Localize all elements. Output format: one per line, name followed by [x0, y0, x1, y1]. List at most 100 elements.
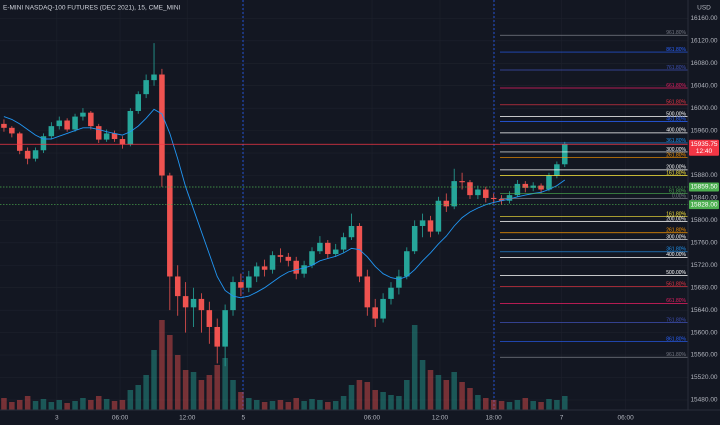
- candle-body: [498, 199, 505, 201]
- volume-bar: [72, 401, 78, 410]
- volume-bar: [238, 392, 244, 410]
- volume-bar: [127, 390, 134, 410]
- volume-bar: [498, 401, 505, 410]
- y-tick-label: 15840.00: [690, 195, 717, 202]
- y-tick-label: 16160.00: [690, 15, 717, 22]
- volume-bar: [562, 396, 568, 410]
- fib-label: 161.80%: [666, 170, 686, 176]
- candle-body: [246, 276, 252, 288]
- volume-bar: [411, 325, 418, 410]
- fib-label: 200.00%: [666, 165, 686, 171]
- volume-bar: [48, 402, 55, 410]
- candle-body: [159, 74, 165, 176]
- candle-body: [111, 133, 118, 140]
- volume-bar: [167, 335, 173, 410]
- price-tag-countdown: 12:40: [696, 148, 713, 155]
- x-tick-label: 18:00: [486, 415, 503, 422]
- fib-label: 761.80%: [666, 65, 686, 71]
- volume-bar: [475, 395, 481, 410]
- fib-label: 661.80%: [666, 83, 686, 89]
- fib-label: 661.80%: [666, 298, 686, 304]
- price-tag-label: 15859.50: [690, 184, 717, 191]
- volume-bar: [538, 402, 544, 410]
- candle-body: [340, 237, 347, 250]
- candle-body: [206, 310, 213, 327]
- fib-label: 261.80%: [666, 228, 686, 234]
- y-tick-label: 15800.00: [690, 217, 717, 224]
- volume-bar: [372, 390, 378, 410]
- candle-body: [119, 139, 126, 145]
- candle-body: [490, 197, 497, 200]
- candle-body: [143, 80, 149, 95]
- fib-label: 961.80%: [666, 352, 686, 358]
- volume-bar: [1, 398, 7, 410]
- candle-body: [372, 307, 378, 319]
- volume-bar: [277, 400, 284, 410]
- y-tick-label: 15720.00: [690, 262, 717, 269]
- volume-bar: [261, 402, 268, 410]
- candle-body: [238, 282, 244, 288]
- candle-body: [546, 175, 552, 190]
- candle-body: [293, 260, 299, 274]
- candle-body: [506, 195, 513, 201]
- candle-body: [380, 298, 386, 319]
- candle-body: [356, 225, 363, 277]
- candle-body: [269, 255, 276, 270]
- volume-bar: [348, 385, 355, 410]
- volume-bar: [554, 400, 560, 410]
- volume-bar: [16, 400, 23, 410]
- candle-body: [95, 126, 102, 140]
- volume-bar: [151, 350, 157, 410]
- fib-label: 561.80%: [666, 100, 686, 106]
- fib-label: 561.80%: [666, 281, 686, 287]
- volume-bar: [230, 380, 236, 410]
- volume-bar: [467, 388, 473, 410]
- volume-bar: [198, 380, 205, 410]
- x-tick-label: 06:00: [617, 415, 634, 422]
- candle-body: [530, 185, 536, 188]
- volume-bar: [419, 360, 426, 410]
- candle-body: [16, 133, 23, 151]
- volume-bar: [214, 365, 220, 410]
- volume-bar: [388, 395, 394, 410]
- price-tag: [689, 139, 719, 156]
- y-tick-label: 15640.00: [690, 307, 717, 314]
- volume-bar: [143, 375, 149, 410]
- volume-bar: [285, 402, 292, 410]
- candle-body: [48, 126, 55, 137]
- volume-bar: [40, 399, 47, 410]
- volume-bar: [24, 396, 31, 410]
- fib-label: 361.80%: [666, 138, 686, 144]
- candle-body: [72, 116, 78, 130]
- moving-average: [3, 108, 566, 299]
- currency: USD: [697, 5, 711, 12]
- x-tick-label: 12:00: [179, 415, 196, 422]
- candle-body: [135, 94, 141, 111]
- volume-bar: [174, 355, 181, 410]
- y-tick-label: 16000.00: [690, 105, 717, 112]
- candle-body: [253, 266, 260, 277]
- candle-body: [562, 144, 568, 165]
- candle-body: [198, 298, 205, 311]
- volume-bar: [301, 401, 307, 410]
- volume-bar: [222, 358, 228, 410]
- volume-bar: [490, 400, 497, 410]
- candle-body: [1, 123, 7, 128]
- volume-bar: [514, 400, 521, 410]
- candle-body: [317, 242, 323, 252]
- x-tick-label: 5: [241, 415, 245, 422]
- volume-bar: [95, 396, 102, 410]
- volume-bar: [182, 370, 189, 410]
- y-tick-label: 16080.00: [690, 60, 717, 67]
- candle-body: [467, 182, 473, 196]
- volume-bar: [506, 402, 513, 410]
- candle-body: [396, 276, 402, 288]
- volume-bar: [88, 400, 94, 410]
- fib-label: 961.80%: [666, 30, 686, 36]
- candle-body: [9, 127, 15, 134]
- candle-body: [419, 220, 426, 226]
- candle-body: [222, 310, 228, 347]
- fib-label: 761.80%: [666, 317, 686, 323]
